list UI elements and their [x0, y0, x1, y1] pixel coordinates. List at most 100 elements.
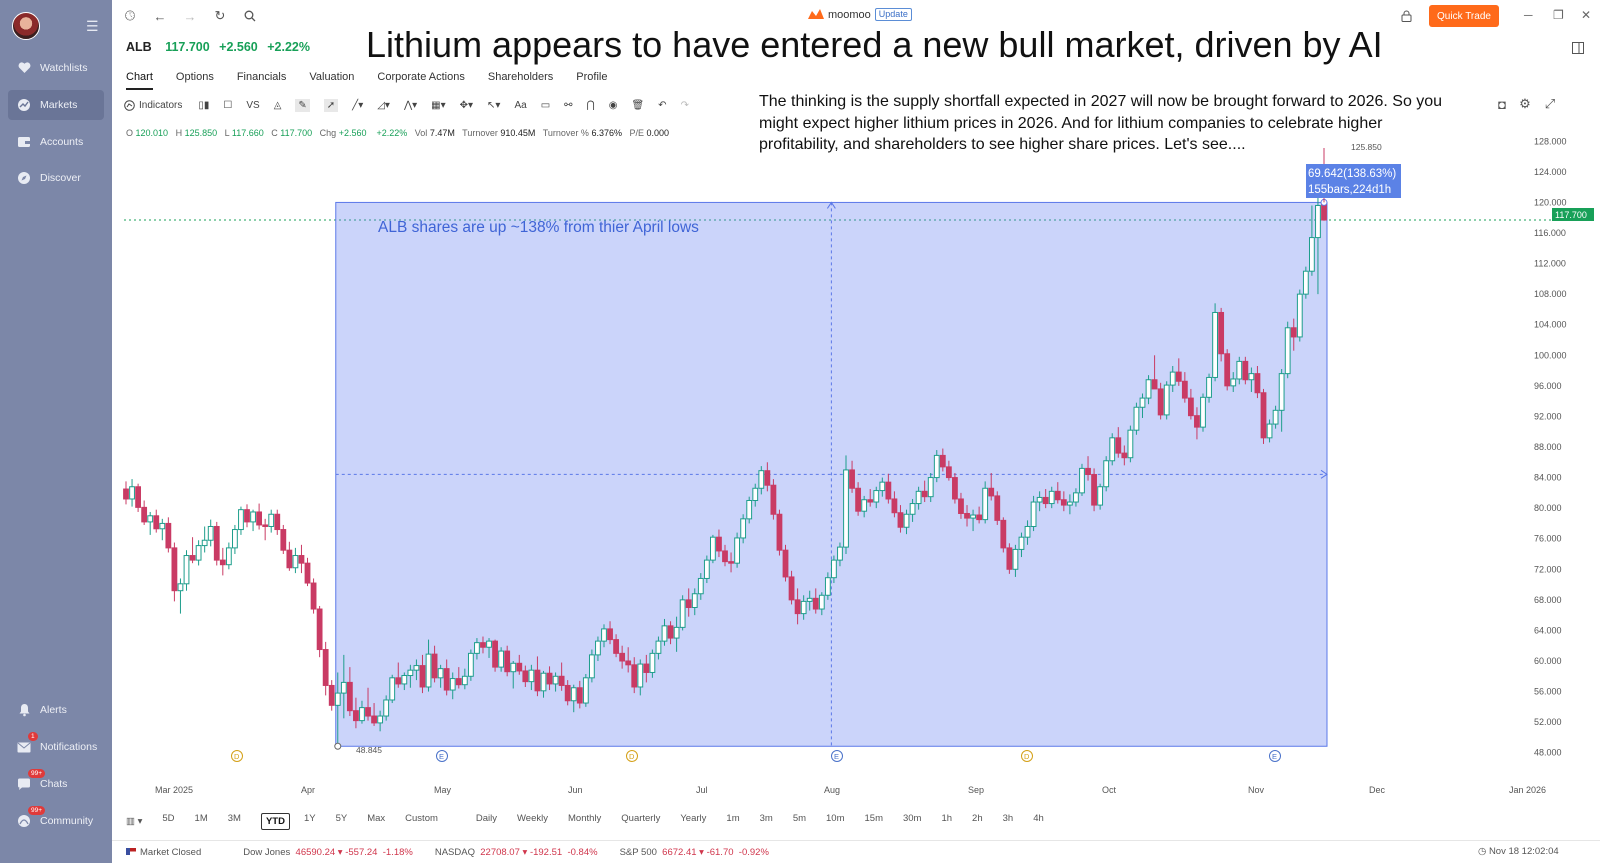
- timeframe-1y[interactable]: 1Y: [303, 812, 316, 824]
- timeframe-3h[interactable]: 3h: [1002, 812, 1014, 824]
- event-marker-letter: E: [439, 752, 444, 761]
- camera-icon[interactable]: ◘: [1498, 96, 1506, 112]
- sidebar-item-alerts[interactable]: Alerts: [8, 695, 104, 725]
- measure-tool-icon[interactable]: ✥▾: [459, 99, 474, 111]
- fullscreen-icon[interactable]: ⤢: [1544, 96, 1556, 111]
- timeframe-30m[interactable]: 30m: [902, 812, 922, 824]
- compare-button[interactable]: VS: [246, 99, 260, 111]
- candle-down: [643, 663, 650, 673]
- candle-up: [824, 577, 831, 596]
- chart-style-icon[interactable]: ◬: [273, 99, 282, 111]
- timeframe-4h[interactable]: 4h: [1033, 812, 1044, 824]
- tab-shareholders[interactable]: Shareholders: [487, 71, 554, 83]
- update-button[interactable]: Update: [874, 8, 912, 21]
- sidebar-item-community[interactable]: 99+ Community: [8, 806, 104, 836]
- candle-up: [1248, 373, 1255, 381]
- pen-tool-icon[interactable]: ✎: [295, 98, 310, 112]
- eye-icon[interactable]: ◉: [608, 99, 618, 111]
- candle-down: [994, 495, 1001, 521]
- timeframe-15m[interactable]: 15m: [864, 812, 883, 824]
- timeframe-5y[interactable]: 5Y: [335, 812, 348, 824]
- sidebar-item-watchlists[interactable]: Watchlists: [8, 53, 104, 83]
- timeframe-custom[interactable]: Custom: [405, 812, 438, 824]
- candle-down: [776, 513, 783, 551]
- trash-icon[interactable]: 🗑︎: [631, 99, 645, 111]
- time-axis: Mar 2025 Apr May Jun Jul Aug Sep Oct Nov Dec Jan 2…: [155, 785, 1546, 795]
- candle-up: [201, 539, 208, 547]
- rectangle-tool-icon[interactable]: ☐: [223, 99, 233, 111]
- avatar[interactable]: [12, 12, 40, 40]
- timeframe-5m[interactable]: 5m: [792, 812, 807, 824]
- compass-icon: [16, 170, 32, 186]
- history-icon[interactable]: 🕓︎: [124, 8, 136, 23]
- timeframe-1h[interactable]: 1h: [941, 812, 953, 824]
- undo-icon[interactable]: ↶: [658, 99, 667, 111]
- timeframe-1m[interactable]: 1M: [194, 812, 208, 824]
- index-dow[interactable]: Dow Jones 46590.24 ▾ -557.24 -1.18%: [243, 847, 413, 858]
- ticker-change: +2.560: [219, 40, 258, 54]
- measure-box[interactable]: [335, 201, 1328, 747]
- gear-icon[interactable]: ⚙: [1519, 96, 1531, 111]
- layout-toggle-icon[interactable]: ▥ ▾: [126, 815, 143, 827]
- sidebar-item-chats[interactable]: 99+ Chats: [8, 769, 104, 799]
- timeframe-quarterly[interactable]: Quarterly: [621, 812, 661, 824]
- triangle-tool-icon[interactable]: ◿▾: [377, 99, 390, 111]
- timeframe-daily[interactable]: Daily: [475, 812, 498, 824]
- indicators-button[interactable]: Indicators: [124, 100, 182, 111]
- tab-chart[interactable]: Chart: [126, 71, 153, 90]
- tab-financials[interactable]: Financials: [236, 71, 287, 83]
- refresh-icon[interactable]: ↻: [214, 8, 226, 23]
- tab-corporate-actions[interactable]: Corporate Actions: [377, 71, 465, 83]
- price-chart[interactable]: 128.000 124.000 120.000 116.000 112.000 108.0…: [112, 118, 1600, 808]
- panel-toggle-icon[interactable]: [1570, 40, 1586, 56]
- candle-type-icon[interactable]: ▯▮: [198, 99, 210, 111]
- sidebar-item-discover[interactable]: Discover: [8, 163, 104, 193]
- collapse-sidebar-icon[interactable]: ☰: [86, 18, 99, 34]
- fib-tool-icon[interactable]: ▦▾: [431, 99, 446, 111]
- index-sp500[interactable]: S&P 500 6672.41 ▾ -61.70 -0.92%: [620, 847, 769, 858]
- timeframe-weekly[interactable]: Weekly: [517, 812, 548, 824]
- magnet-tool-icon[interactable]: ⚯: [564, 99, 573, 111]
- back-arrow-icon[interactable]: ←: [153, 8, 167, 24]
- candle-up: [1302, 270, 1309, 295]
- lock-drawing-icon[interactable]: ⋂: [586, 99, 595, 111]
- search-icon[interactable]: [242, 8, 258, 24]
- pattern-tool-icon[interactable]: ⋀▾: [403, 99, 418, 111]
- volume-value: 7.47M: [429, 128, 455, 138]
- timeframe-10m[interactable]: 10m: [826, 812, 845, 824]
- timeframe-monthly[interactable]: Monthly: [568, 812, 602, 824]
- community-badge: 99+: [28, 806, 46, 815]
- sidebar-item-accounts[interactable]: Accounts: [8, 127, 104, 157]
- timeframe-3m[interactable]: 3M: [227, 812, 241, 824]
- clock-icon: ◷: [1478, 846, 1487, 857]
- timeframe-5d[interactable]: 5D: [162, 812, 175, 824]
- text-tool-button[interactable]: Aa: [514, 99, 527, 111]
- quick-trade-button[interactable]: Quick Trade: [1429, 5, 1499, 27]
- sidebar-item-markets[interactable]: Markets: [8, 90, 104, 120]
- redo-icon[interactable]: ↷: [680, 99, 689, 111]
- timeframe-2h[interactable]: 2h: [972, 812, 983, 824]
- timeframe-yearly[interactable]: Yearly: [680, 812, 707, 824]
- timeframe-max[interactable]: Max: [367, 812, 386, 824]
- minimize-icon[interactable]: ─: [1524, 8, 1533, 22]
- candle-down: [504, 650, 511, 673]
- arrow-tool-icon[interactable]: ↖▾: [487, 99, 501, 111]
- tab-options[interactable]: Options: [175, 71, 214, 83]
- comment-tool-icon[interactable]: ▭: [540, 99, 551, 111]
- timeframe-ytd[interactable]: YTD: [260, 812, 290, 830]
- tab-valuation[interactable]: Valuation: [309, 71, 355, 83]
- timeframe-1m[interactable]: 1m: [726, 812, 740, 824]
- forward-arrow-icon[interactable]: →: [183, 8, 197, 24]
- timeframe-3m[interactable]: 3m: [759, 812, 773, 824]
- maximize-icon[interactable]: ❐: [1553, 8, 1564, 22]
- candle-down: [716, 536, 722, 552]
- line-tool-icon[interactable]: ╱▾: [352, 99, 364, 111]
- tab-profile[interactable]: Profile: [576, 71, 608, 83]
- candle-down: [849, 469, 855, 489]
- close-icon[interactable]: ✕: [1581, 8, 1592, 22]
- cursor-tool-icon[interactable]: ➚: [323, 98, 339, 112]
- sidebar-item-notifications[interactable]: 1 Notifications: [8, 732, 104, 762]
- lock-icon[interactable]: [1398, 8, 1414, 24]
- open-label: O: [126, 128, 134, 138]
- index-nasdaq[interactable]: NASDAQ 22708.07 ▾ -192.51 -0.84%: [435, 847, 598, 858]
